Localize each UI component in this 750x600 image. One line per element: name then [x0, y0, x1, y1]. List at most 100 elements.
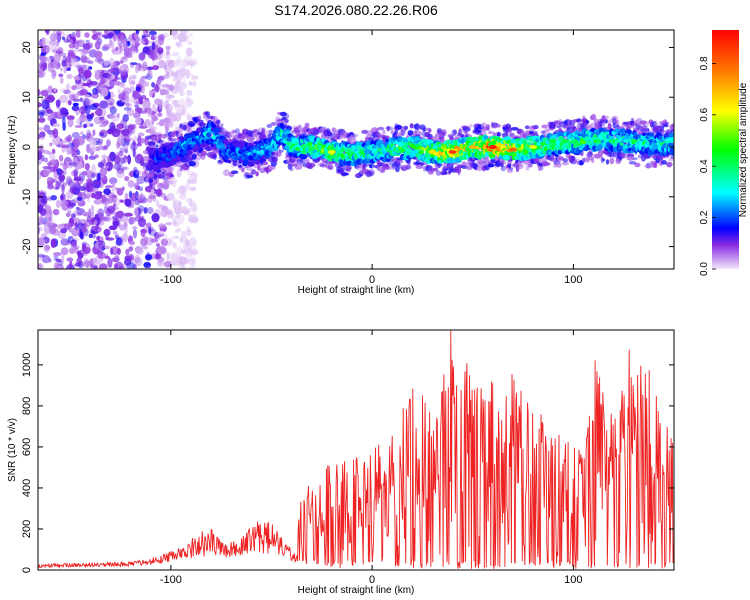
- noise-blob: [66, 67, 71, 71]
- noise-blob: [94, 109, 102, 116]
- ridge-halo-blob: [230, 170, 239, 174]
- noise-blob: [73, 161, 83, 170]
- noise-blob: [59, 88, 68, 93]
- ridge-core-blob: [633, 132, 638, 136]
- noise-blob: [91, 92, 99, 99]
- noise-blob: [144, 254, 153, 261]
- noise-blob: [124, 176, 130, 182]
- noise-blob: [84, 219, 93, 227]
- ridge-halo-blob: [245, 165, 253, 172]
- ridge-halo-blob: [493, 124, 497, 129]
- noise-blob: [79, 121, 83, 126]
- noise-blob: [133, 112, 141, 119]
- noise-blob: [135, 117, 142, 125]
- noise-blob: [69, 217, 74, 224]
- ridge-halo-blob: [407, 160, 411, 165]
- noise-blob: [43, 244, 51, 253]
- noise-blob: [38, 102, 42, 108]
- noise-blob: [156, 204, 163, 208]
- noise-blob: [165, 123, 171, 127]
- noise-blob: [68, 43, 76, 49]
- ridge-halo-blob: [241, 167, 245, 173]
- noise-blob: [185, 97, 193, 108]
- noise-blob: [151, 114, 155, 125]
- noise-blob: [141, 61, 148, 72]
- noise-blob: [39, 55, 46, 62]
- ridge-peak-blob: [488, 145, 497, 149]
- snr-y-tick-label: 200: [21, 520, 33, 538]
- noise-blob: [164, 89, 169, 95]
- colorbar-label: Normalized spectral amplitude: [738, 82, 749, 217]
- noise-blob: [99, 118, 109, 124]
- noise-blob: [61, 183, 65, 194]
- noise-blob: [172, 242, 178, 250]
- noise-blob: [59, 162, 64, 166]
- noise-blob: [100, 216, 107, 221]
- noise-blob: [117, 77, 122, 80]
- noise-blob: [112, 203, 117, 208]
- ridge-halo-blob: [272, 158, 278, 163]
- ridge-core-blob: [259, 158, 267, 162]
- noise-blob: [120, 118, 128, 129]
- noise-blob: [74, 217, 80, 223]
- noise-blob: [103, 216, 110, 221]
- noise-blob: [128, 54, 133, 58]
- ridge-halo-blob: [271, 121, 279, 126]
- noise-blob: [135, 30, 140, 35]
- noise-blob: [168, 113, 177, 123]
- ridge-halo-blob: [662, 124, 669, 128]
- noise-blob: [65, 176, 72, 185]
- noise-blob: [62, 162, 68, 171]
- noise-blob: [49, 226, 57, 235]
- noise-blob: [71, 227, 80, 237]
- noise-blob: [119, 35, 125, 43]
- noise-blob: [110, 246, 119, 255]
- noise-blob: [55, 264, 65, 269]
- noise-blob: [48, 40, 57, 46]
- noise-blob: [170, 72, 179, 78]
- ridge-halo-blob: [639, 120, 648, 124]
- noise-blob: [172, 76, 176, 82]
- ridge-halo-blob: [634, 162, 641, 168]
- noise-blob: [106, 73, 112, 80]
- noise-blob: [69, 260, 73, 269]
- noise-blob: [131, 80, 136, 86]
- noise-blob: [111, 128, 121, 138]
- ridge-peak-blob: [448, 150, 457, 154]
- noise-blob: [147, 110, 156, 116]
- noise-blob: [180, 43, 183, 47]
- noise-blob: [80, 231, 83, 240]
- noise-blob: [185, 198, 193, 203]
- noise-blob: [80, 211, 90, 216]
- noise-blob: [110, 194, 117, 199]
- noise-blob: [98, 240, 106, 250]
- noise-blob: [116, 141, 120, 149]
- noise-blob: [141, 245, 149, 250]
- noise-blob: [185, 207, 190, 211]
- noise-blob: [51, 69, 56, 80]
- noise-blob: [38, 226, 43, 232]
- noise-blob: [150, 188, 155, 196]
- noise-blob: [140, 40, 146, 45]
- noise-blob: [71, 85, 77, 91]
- ridge-core-blob: [281, 124, 285, 130]
- ridge-core-blob: [247, 161, 255, 167]
- noise-blob: [52, 128, 59, 139]
- noise-blob: [97, 251, 106, 260]
- colorbar-tick-label: 0.4: [699, 159, 710, 173]
- ridge-halo-blob: [182, 124, 187, 131]
- noise-blob: [188, 217, 196, 224]
- noise-blob: [117, 88, 121, 93]
- noise-blob: [127, 97, 136, 103]
- noise-blob: [85, 42, 94, 49]
- ridge-halo-blob: [609, 157, 615, 165]
- noise-blob: [104, 255, 110, 260]
- noise-blob: [43, 124, 51, 133]
- noise-blob: [166, 252, 170, 263]
- ridge-halo-blob: [382, 129, 386, 135]
- noise-blob: [121, 214, 129, 224]
- ridge-halo-blob: [500, 165, 506, 172]
- noise-blob: [175, 111, 183, 117]
